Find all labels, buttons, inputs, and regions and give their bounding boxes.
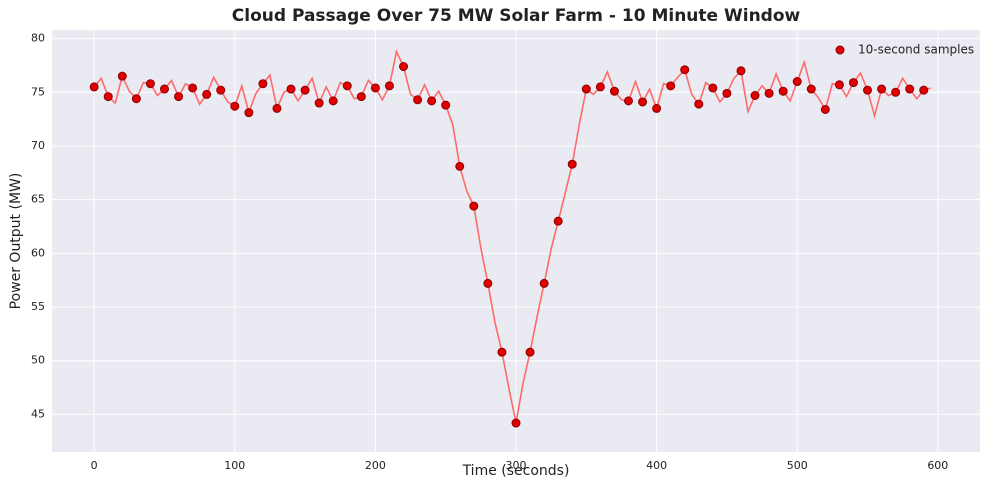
x-tick-label: 400 [646, 459, 667, 472]
y-tick-label: 70 [31, 139, 45, 152]
y-tick-label: 45 [31, 407, 45, 420]
sample-point [736, 66, 746, 76]
sample-point [174, 92, 184, 102]
y-axis-label: Power Output (MW) [8, 173, 24, 310]
x-tick-label: 0 [91, 459, 98, 472]
x-tick-label: 500 [787, 459, 808, 472]
sample-point [356, 92, 366, 102]
sample-point [806, 84, 816, 94]
sample-point [778, 86, 788, 96]
sample-point [117, 71, 127, 81]
sample-point [230, 101, 240, 111]
sample-point [834, 80, 844, 90]
sample-point [342, 81, 352, 91]
sample-point [286, 84, 296, 94]
sample-point [244, 108, 254, 118]
sample-point [595, 82, 605, 92]
sample-point [666, 81, 676, 91]
y-tick-label: 50 [31, 354, 45, 367]
x-tick-label: 200 [365, 459, 386, 472]
x-tick-label: 300 [506, 459, 527, 472]
sample-point [567, 159, 577, 169]
sample-point [159, 84, 169, 94]
sample-point [722, 88, 732, 98]
x-axis-label: Time (seconds) [462, 463, 570, 479]
sample-point [750, 91, 760, 101]
sample-point [399, 62, 409, 72]
sample-point [370, 83, 380, 93]
y-tick-label: 65 [31, 193, 45, 206]
sample-point [145, 79, 155, 89]
legend-label: 10-second samples [858, 43, 974, 57]
sample-point [89, 82, 99, 92]
y-tick-label: 75 [31, 85, 45, 98]
legend-marker [835, 45, 845, 55]
sample-point [483, 278, 493, 288]
sample-point [202, 89, 212, 99]
sample-point [272, 103, 282, 113]
sample-point [539, 278, 549, 288]
sample-point [511, 418, 521, 428]
sample-point [455, 161, 465, 171]
sample-point [919, 85, 929, 95]
sample-point [877, 84, 887, 94]
sample-point [469, 201, 479, 211]
sample-point [427, 96, 437, 106]
sample-point [581, 84, 591, 94]
sample-point [905, 84, 915, 94]
sample-point [764, 88, 774, 98]
x-tick-label: 600 [927, 459, 948, 472]
y-tick-label: 80 [31, 32, 45, 45]
sample-point [258, 79, 268, 89]
sample-point [441, 100, 451, 110]
sample-point [848, 78, 858, 88]
sample-point [103, 92, 113, 102]
sample-point [413, 95, 423, 105]
x-tick-label: 100 [224, 459, 245, 472]
sample-point [131, 94, 141, 104]
sample-point [525, 347, 535, 357]
sample-point [384, 81, 394, 91]
sample-point [891, 87, 901, 97]
y-tick-label: 60 [31, 246, 45, 259]
sample-point [652, 103, 662, 113]
sample-point [216, 85, 226, 95]
sample-point [314, 98, 324, 108]
sample-point [188, 83, 198, 93]
sample-point [820, 104, 830, 114]
sample-point [300, 85, 310, 95]
chart-title: Cloud Passage Over 75 MW Solar Farm - 10… [232, 6, 801, 26]
sample-point [328, 96, 338, 106]
sample-point [792, 77, 802, 87]
sample-point [553, 216, 563, 226]
sample-point [694, 99, 704, 109]
sample-point [680, 65, 690, 75]
y-tick-label: 55 [31, 300, 45, 313]
sample-point [638, 97, 648, 107]
sample-point [863, 85, 873, 95]
sample-point [497, 347, 507, 357]
sample-point [609, 86, 619, 96]
sample-point [623, 96, 633, 106]
sample-point [708, 83, 718, 93]
